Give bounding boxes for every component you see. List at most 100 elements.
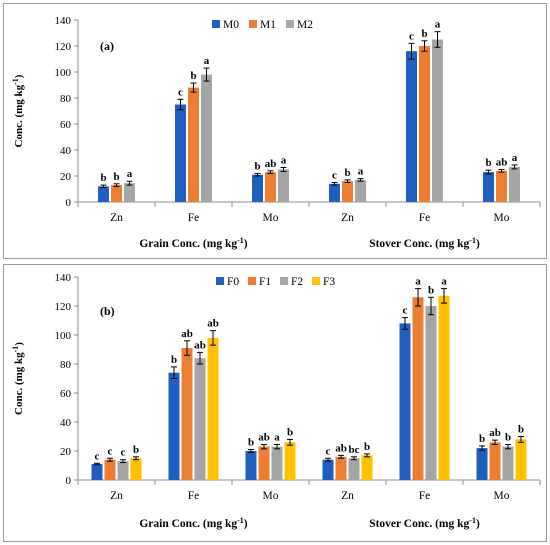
chart-a-group-label: Grain Conc. (mg kg-1): [139, 236, 247, 251]
chart-b-significance-letter: ab: [258, 431, 270, 443]
chart-b-significance-letter: ab: [489, 427, 501, 439]
chart-b-significance-letter: b: [505, 431, 511, 443]
chart-b-bar: [117, 461, 129, 480]
chart-a-significance-letter: ab: [496, 157, 508, 169]
chart-b-significance-letter: ab: [207, 318, 219, 330]
chart-a-legend-swatch: [212, 20, 220, 28]
chart-b-significance-letter: a: [274, 431, 280, 443]
panel-b: 0 20 40 60 80 100 120 140 Conc. (mg kg-1) Zn c c c b F…: [3, 264, 547, 542]
chart-a-bar: [201, 74, 212, 202]
chart-b-significance-letter: b: [479, 433, 485, 445]
chart-b-bar: [258, 446, 270, 480]
chart-a-significance-letter: a: [435, 19, 441, 31]
chart-a-group-label: Stover Conc. (mg kg-1): [369, 236, 480, 251]
chart-a-y-tick-label: 40: [60, 145, 72, 157]
chart-b-significance-letter: c: [403, 305, 408, 317]
chart-a-legend-label: M2: [297, 19, 313, 31]
chart-a-bar: [252, 174, 263, 202]
chart-b-y-tick-label: 100: [55, 330, 72, 342]
chart-b-y-tick-label: 60: [60, 388, 72, 400]
chart-b-significance-letter: b: [287, 426, 293, 438]
chart-a-y-tick-label: 80: [60, 93, 72, 105]
chart-b-legend-label: F1: [259, 276, 271, 288]
chart-a-bar: [342, 181, 353, 202]
chart-a-bar: [355, 179, 366, 202]
chart-b-significance-letter: c: [95, 450, 100, 462]
chart-a-significance-letter: a: [127, 168, 133, 180]
chart-a-bar: [419, 46, 430, 202]
chart-b-legend-swatch: [312, 277, 320, 285]
chart-a-bar: [111, 185, 122, 202]
chart-b-y-tick-label: 80: [60, 359, 72, 371]
chart-a-significance-letter: b: [113, 171, 119, 183]
chart-b-legend-swatch: [248, 277, 256, 285]
chart-a-significance-letter: b: [421, 28, 427, 40]
chart-b-bar: [284, 442, 296, 480]
chart-a-significance-letter: b: [100, 172, 106, 184]
chart-b-significance-letter: b: [171, 354, 177, 366]
chart-b-bar: [489, 442, 501, 480]
chart-b-legend-label: F0: [227, 276, 239, 288]
chart-b-panel-label: (b): [100, 304, 115, 318]
chart-a-y-tick-label: 60: [60, 119, 72, 131]
chart-b-bar: [207, 337, 219, 480]
chart-b-bar: [181, 348, 193, 480]
chart-a-y-tick-label: 20: [60, 171, 72, 183]
chart-a-category-label: Mo: [263, 212, 279, 224]
chart-b-bar: [348, 458, 360, 480]
chart-b-significance-letter: c: [108, 445, 113, 457]
chart-b-bar: [194, 358, 206, 480]
chart-a-y-tick-label: 0: [66, 197, 72, 209]
chart-a-category-label: Mo: [494, 212, 510, 224]
chart-b-significance-letter: a: [441, 276, 447, 288]
chart-a-bar: [188, 87, 199, 202]
chart-b-bar: [322, 459, 334, 480]
chart-b-bar: [476, 448, 488, 480]
chart-a-legend-label: M1: [260, 19, 276, 31]
chart-a-significance-letter: a: [512, 152, 518, 164]
chart-a-bar: [329, 183, 340, 202]
chart-b-bar: [104, 459, 116, 480]
chart-a-bar: [175, 104, 186, 202]
chart-b-bar: [130, 458, 142, 480]
chart-b-bar: [438, 295, 450, 480]
chart-b-group-label: Grain Conc. (mg kg-1): [139, 516, 247, 531]
chart-b-bar: [271, 446, 283, 480]
chart-b-bar: [515, 439, 527, 480]
chart-b-significance-letter: b: [428, 284, 434, 296]
chart-b-legend-swatch: [216, 277, 224, 285]
chart-b-category-label: Zn: [110, 490, 123, 502]
chart-b-significance-letter: a: [415, 276, 421, 288]
chart-a-legend-swatch: [286, 20, 294, 28]
chart-a-significance-letter: a: [358, 166, 364, 178]
chart-a-category-label: Zn: [341, 212, 354, 224]
chart-a-category-label: Zn: [110, 212, 123, 224]
chart-b-legend-swatch: [280, 277, 288, 285]
chart-b-significance-letter: b: [518, 424, 524, 436]
chart-b-bar: [245, 451, 257, 480]
chart-b-bar: [91, 464, 103, 480]
chart-b-significance-letter: ab: [194, 339, 206, 351]
chart-b-significance-letter: c: [121, 447, 126, 459]
chart-b-significance-letter: ab: [335, 442, 347, 454]
chart-a-bar: [265, 172, 276, 202]
chart-b-bar: [502, 446, 514, 480]
chart-b-significance-letter: c: [326, 445, 331, 457]
chart-a-bar: [278, 169, 289, 202]
chart-a-significance-letter: a: [281, 155, 287, 167]
chart-a-significance-letter: b: [190, 70, 196, 82]
chart-b-category-label: Mo: [494, 490, 510, 502]
chart-a-significance-letter: b: [344, 167, 350, 179]
chart-a-significance-letter: c: [409, 30, 414, 42]
chart-a-legend-swatch: [249, 20, 257, 28]
chart-b-category-label: Zn: [341, 490, 354, 502]
chart-a-y-axis-label: Conc. (mg kg-1): [11, 74, 26, 147]
chart-b-bar: [361, 455, 373, 480]
chart-b-significance-letter: ab: [181, 328, 193, 340]
chart-b-category-label: Fe: [419, 490, 431, 502]
chart-b-y-tick-label: 20: [60, 446, 72, 458]
chart-a-category-label: Fe: [188, 212, 200, 224]
chart-b-legend-label: F3: [323, 276, 335, 288]
